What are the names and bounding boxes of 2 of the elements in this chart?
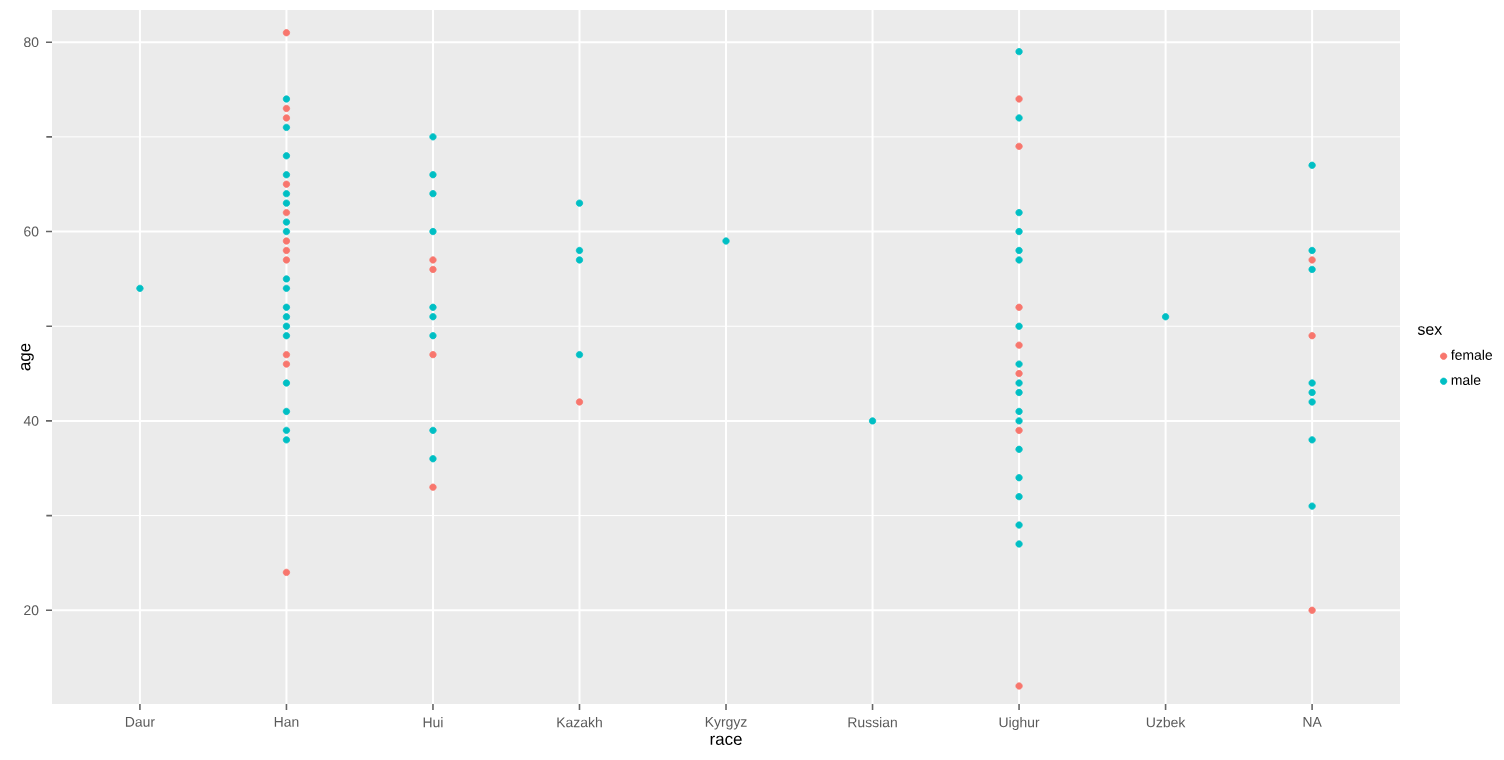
x-axis-title: race	[710, 735, 742, 745]
y-axis-title: age	[21, 343, 34, 371]
